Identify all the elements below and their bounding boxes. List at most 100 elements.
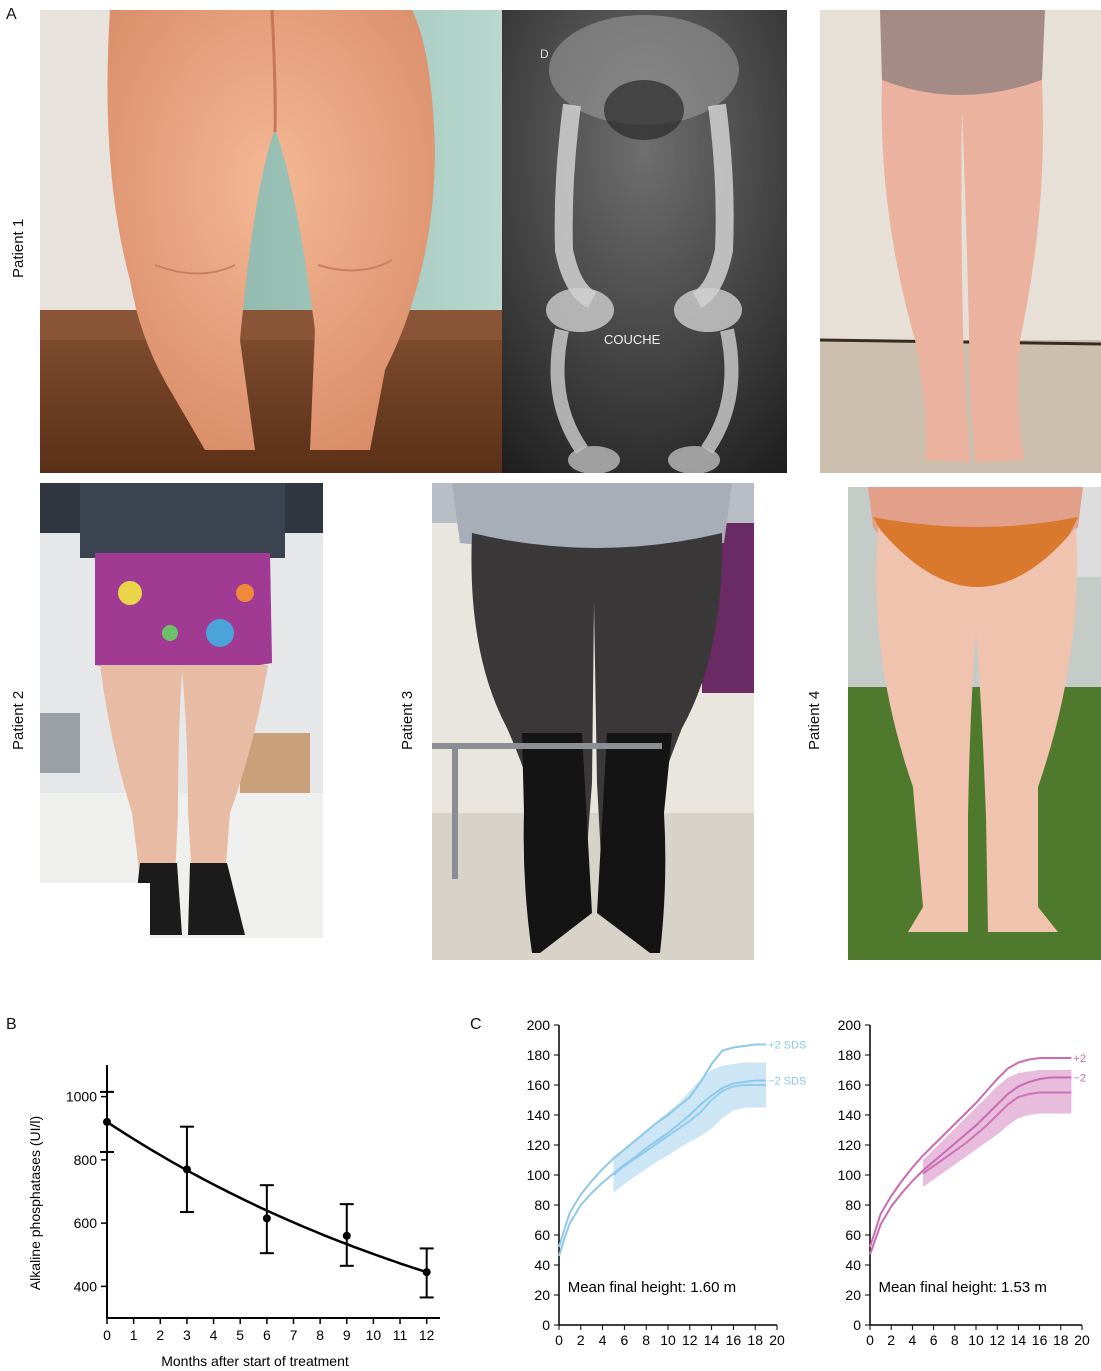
chart-c-right-mean-line: [922, 1091, 1072, 1175]
chart-c-right-y-tick-label: 80: [845, 1197, 861, 1213]
chart-c-left-x-tick-label: 12: [682, 1332, 698, 1348]
chart-b-x-tick-label: 11: [393, 1327, 408, 1343]
chart-b-data-point: [342, 1231, 351, 1240]
chart-b-x-tick-label: 9: [343, 1327, 351, 1343]
chart-c-left-annotation: Mean final height: 1.60 m: [568, 1279, 736, 1296]
chart-c-right-y-tick-label: 180: [838, 1047, 862, 1063]
chart-b-ylabel: Alkaline phosphatases (UI/l): [27, 1116, 43, 1290]
chart-c-left-lower-label: −2 SDS: [768, 1076, 806, 1088]
chart-c-right-patient-band: [923, 1070, 1072, 1187]
chart-c-right-y-tick-label: 140: [838, 1107, 862, 1123]
chart-c-right-x-tick-label: 16: [1032, 1332, 1048, 1348]
chart-c-right-lower-label: −2: [1073, 1073, 1086, 1085]
height-growth-chart-blue: 0 2 4 6 8 10 12 14 16 18 2002040608010012014016018…: [527, 1017, 807, 1348]
chart-c-right-y-tick-label: 120: [838, 1137, 862, 1153]
chart-c-right-x-tick-label: 12: [989, 1332, 1005, 1348]
chart-c-left-x-tick-label: 16: [726, 1332, 742, 1348]
chart-c-right-x-tick-label: 0: [866, 1332, 874, 1348]
chart-c-left-x-tick-label: 8: [642, 1332, 650, 1348]
patient-3-photo: [432, 483, 754, 960]
chart-c-right-x-tick-label: 2: [887, 1332, 895, 1348]
chart-c-right-y-tick-label: 200: [838, 1017, 862, 1033]
panel-letter-a: A: [6, 6, 17, 23]
chart-c-left-y-tick-label: 200: [527, 1017, 551, 1033]
chart-c-right-upper-2sds-curve: [869, 1057, 1072, 1248]
chart-c-right-y-tick-label: 60: [845, 1227, 861, 1243]
chart-c-left-y-tick-label: 0: [542, 1317, 550, 1333]
chart-c-left-y-tick-label: 140: [527, 1107, 551, 1123]
chart-c-right-y-tick-label: 160: [838, 1077, 862, 1093]
chart-b-data-point: [182, 1165, 191, 1174]
patient-1-xray: D COUCHE: [502, 10, 787, 473]
chart-b-data-point: [262, 1214, 271, 1223]
xray-marker-couche: COUCHE: [604, 332, 661, 347]
panel-letter-b: B: [6, 1016, 17, 1033]
chart-b-x-tick-label: 8: [316, 1327, 324, 1343]
chart-b-x-tick-label: 6: [263, 1327, 271, 1343]
chart-c-right-x-tick-label: 20: [1074, 1332, 1090, 1348]
chart-b-data-point: [422, 1268, 431, 1277]
chart-c-left-patient-band: [613, 1062, 767, 1193]
chart-c-left-upper-2sds-curve: [558, 1043, 767, 1248]
patient-1-label: Patient 1: [10, 218, 27, 278]
chart-b-x-tick-label: 3: [183, 1327, 191, 1343]
chart-b-x-tick-label: 4: [210, 1327, 218, 1343]
patient-2-photo: [40, 483, 323, 938]
chart-b-x-tick-label: 10: [366, 1327, 382, 1343]
chart-c-right-y-tick-label: 100: [838, 1167, 862, 1183]
chart-c-left-y-tick-label: 40: [534, 1257, 550, 1273]
chart-c-left-x-tick-label: 20: [769, 1332, 785, 1348]
xray-marker-d: D: [540, 47, 549, 61]
chart-c-left-y-tick-label: 160: [527, 1077, 551, 1093]
chart-c-left-x-tick-label: 10: [660, 1332, 676, 1348]
chart-c-right-x-tick-label: 6: [930, 1332, 938, 1348]
patient-4-photo: [848, 487, 1101, 960]
chart-c-right-x-tick-label: 8: [951, 1332, 959, 1348]
chart-c-left-upper-label: +2 SDS: [768, 1040, 806, 1052]
chart-c-left-y-tick-label: 60: [534, 1227, 550, 1243]
chart-c-left-x-tick-label: 6: [621, 1332, 629, 1348]
chart-c-left-y-tick-label: 80: [534, 1197, 550, 1213]
chart-c-left-y-tick-label: 20: [534, 1287, 550, 1303]
chart-b-x-tick-label: 2: [156, 1327, 164, 1343]
chart-c-left-y-tick-label: 100: [527, 1167, 551, 1183]
chart-b-x-tick-label: 12: [419, 1327, 435, 1343]
patient-1-standing-photo: [820, 10, 1101, 473]
chart-c-left-y-tick-label: 180: [527, 1047, 551, 1063]
chart-b-x-tick-label: 1: [130, 1327, 138, 1343]
chart-c-right-y-tick-label: 40: [845, 1257, 861, 1273]
patient-3-label: Patient 3: [399, 690, 416, 750]
chart-b-data-point: [103, 1117, 111, 1126]
chart-c-left-x-tick-label: 0: [555, 1332, 563, 1348]
chart-b-x-tick-label: 5: [236, 1327, 244, 1343]
chart-c-right-y-tick-label: 20: [845, 1287, 861, 1303]
chart-c-left-x-tick-label: 14: [704, 1332, 720, 1348]
chart-c-right-x-tick-label: 18: [1053, 1332, 1069, 1348]
chart-c-left-x-tick-label: 18: [747, 1332, 763, 1348]
chart-b-y-tick-label: 600: [74, 1215, 98, 1231]
chart-b-xlabel: Months after start of treatment: [161, 1353, 349, 1369]
chart-b-y-tick-label: 1000: [66, 1089, 97, 1105]
patient-1-child-photo: [40, 10, 502, 473]
chart-c-right-y-tick-label: 0: [853, 1317, 861, 1333]
chart-c-right-lower-2sds-curve: [869, 1076, 1072, 1255]
height-growth-chart-pink: 0 2 4 6 8 10 12 14 16 18 2002040608010012014016018…: [838, 1017, 1090, 1348]
chart-c-right-annotation: Mean final height: 1.53 m: [878, 1279, 1046, 1296]
chart-b-y-tick-label: 400: [74, 1278, 98, 1294]
chart-c-right-x-tick-label: 4: [909, 1332, 917, 1348]
chart-b-x-tick-label: 0: [103, 1327, 111, 1343]
chart-c-right-upper-label: +2: [1073, 1053, 1086, 1065]
chart-c-left-x-tick-label: 2: [577, 1332, 585, 1348]
chart-c-right-x-tick-label: 10: [968, 1332, 984, 1348]
chart-c-left-y-tick-label: 120: [527, 1137, 551, 1153]
patient-2-label: Patient 2: [10, 690, 27, 750]
panel-letter-c: C: [470, 1016, 482, 1033]
chart-c-left-mean-line: [612, 1084, 767, 1176]
chart-c-left-x-tick-label: 4: [599, 1332, 607, 1348]
chart-b-x-tick-label: 7: [290, 1327, 298, 1343]
chart-c-left-lower-2sds-curve: [558, 1079, 767, 1257]
chart-c-right-x-tick-label: 14: [1011, 1332, 1027, 1348]
chart-b-y-tick-label: 800: [74, 1152, 98, 1168]
patient-4-label: Patient 4: [806, 690, 823, 750]
